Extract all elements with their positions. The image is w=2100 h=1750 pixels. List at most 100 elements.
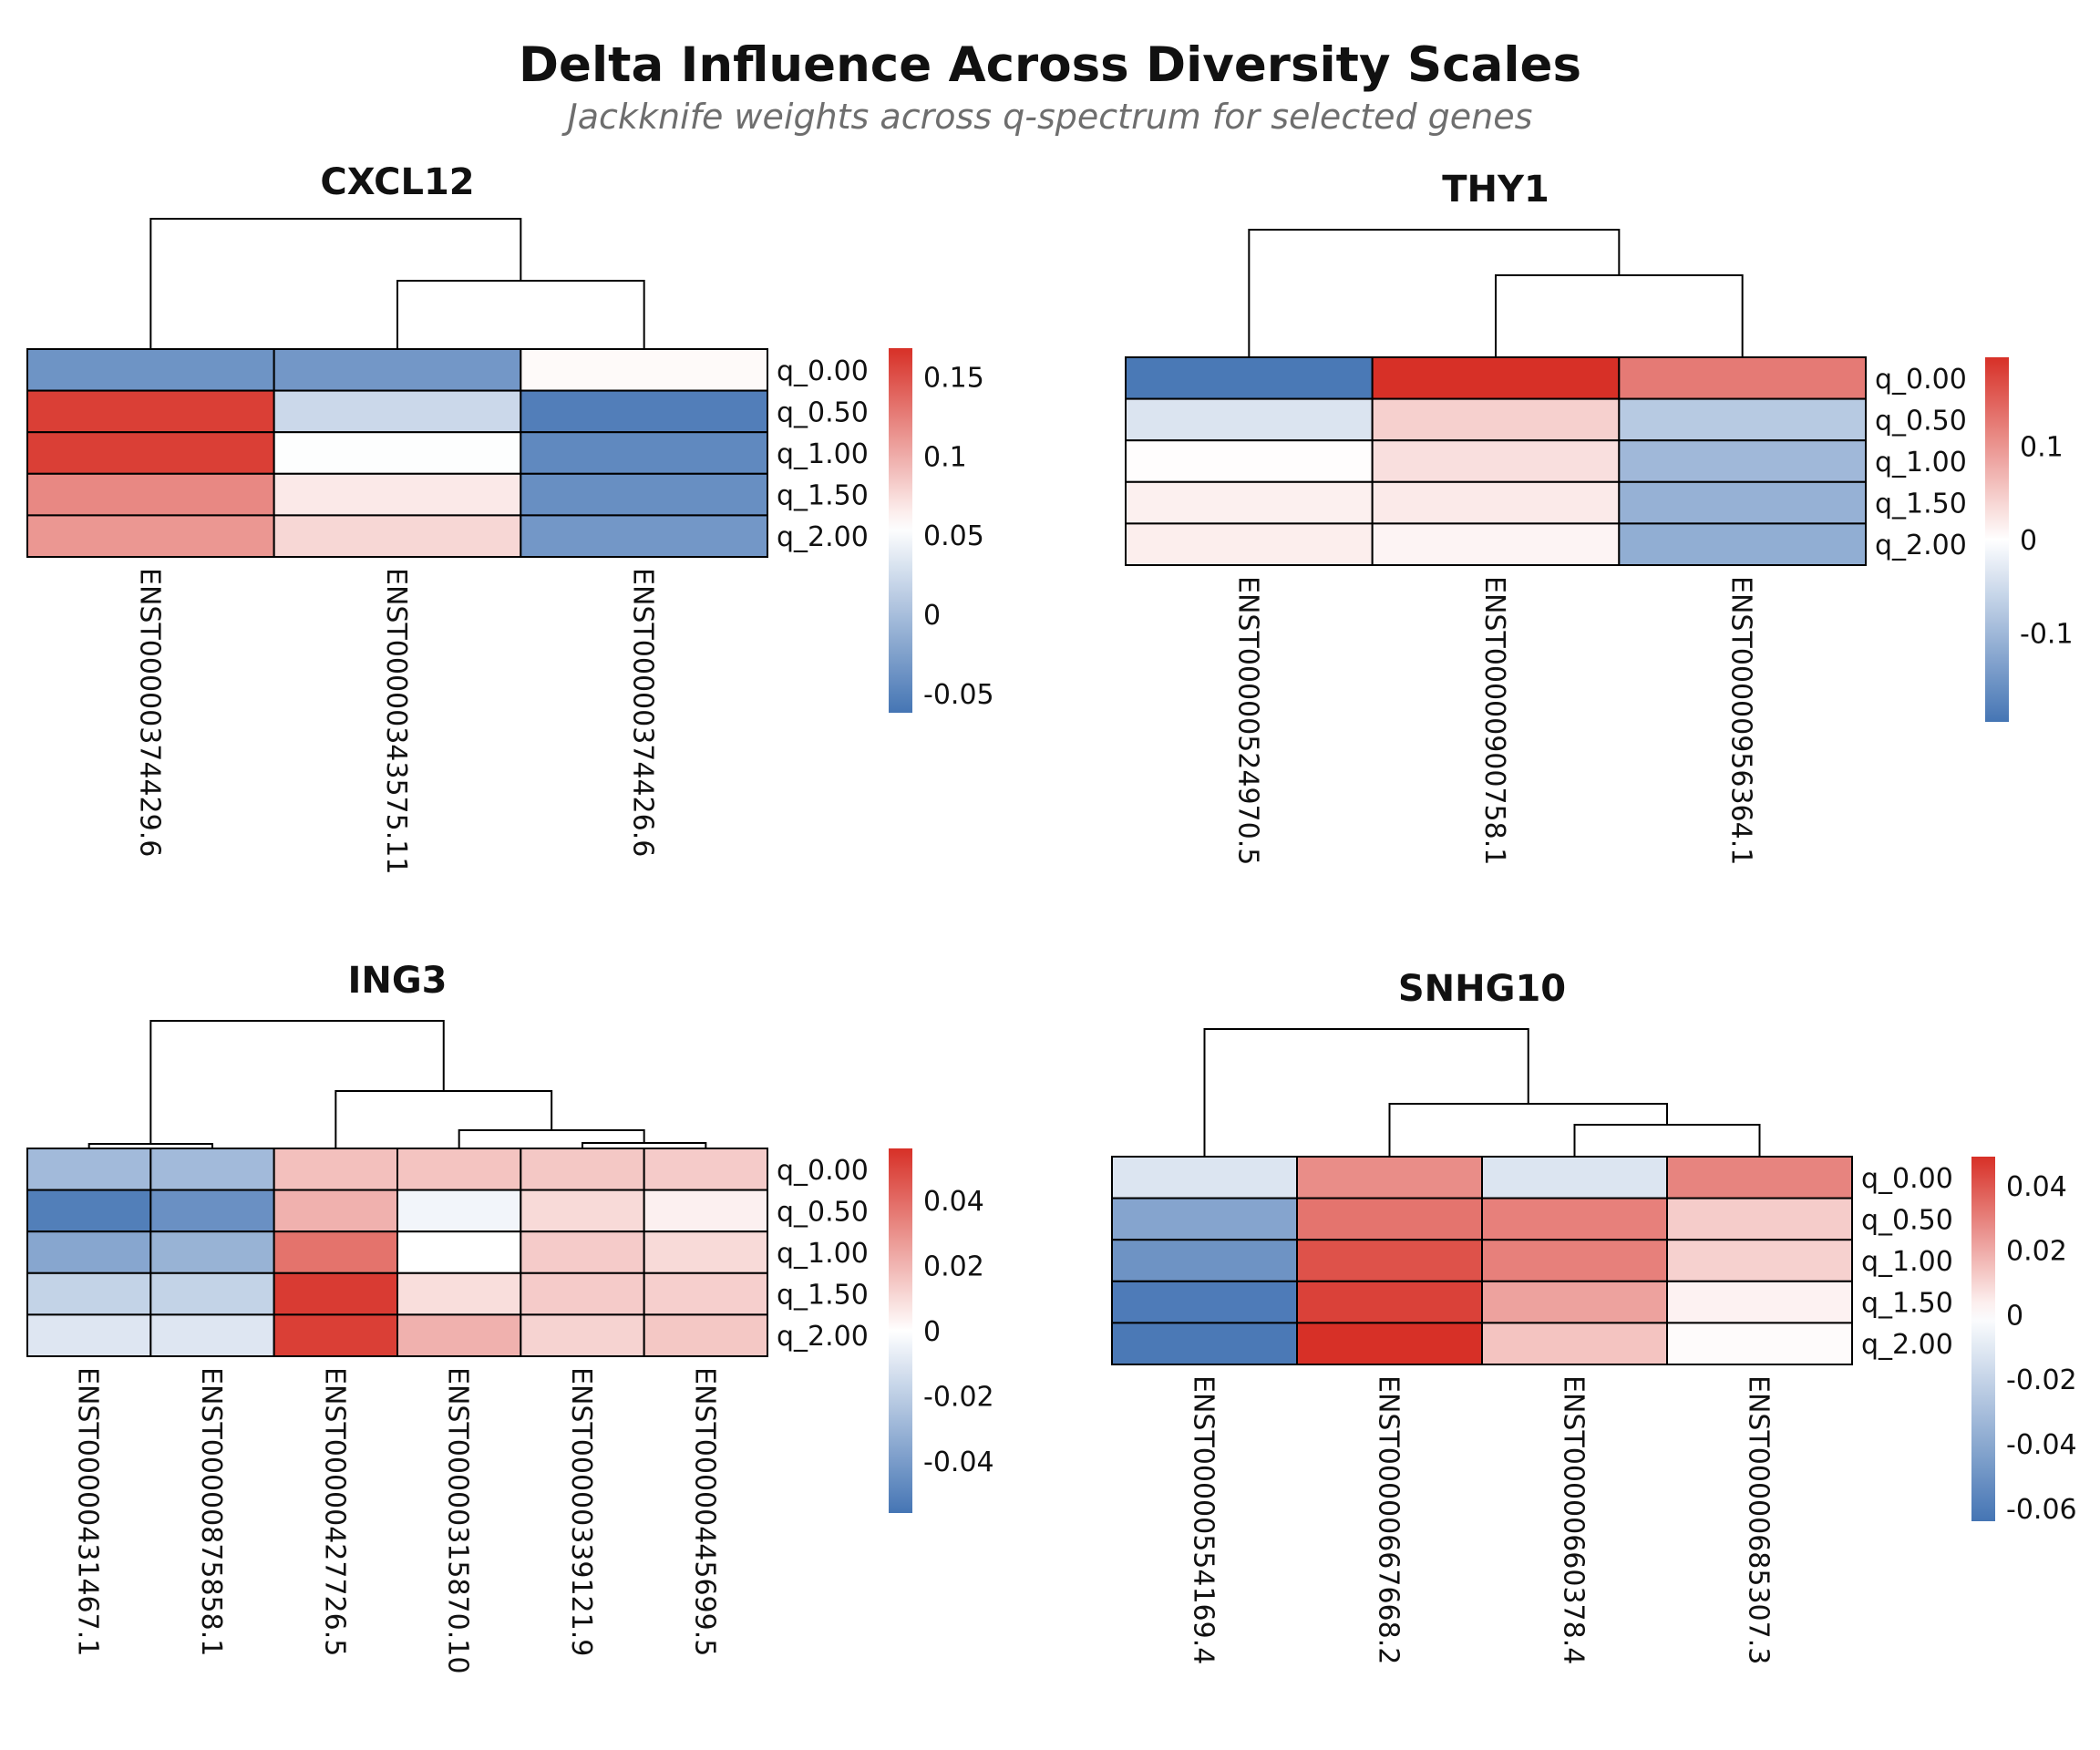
row-label: q_1.50: [1875, 489, 1967, 520]
row-label: q_0.00: [777, 355, 869, 387]
colorbar-tick-label: 0.05: [923, 520, 984, 552]
colorbar-tick-label: -0.06: [2006, 1494, 2077, 1526]
panel-title: SNHG10: [1398, 968, 1566, 1010]
column-label: ENST00000427726.5: [318, 1367, 350, 1656]
dendrogram-branch: [1573, 1124, 1761, 1157]
row-label: q_0.00: [1875, 364, 1967, 396]
colorbar-tick-label: -0.02: [923, 1381, 994, 1413]
column-label: ENST00000374426.6: [627, 568, 659, 857]
column-label: ENST00000524970.5: [1231, 576, 1263, 865]
row-label: q_1.50: [777, 480, 869, 512]
row-label: q_1.00: [1861, 1246, 1953, 1278]
panel-title: ING3: [347, 960, 447, 1002]
heatmap-cell: [149, 1230, 275, 1274]
panel-title: CXCL12: [320, 161, 474, 203]
heatmap-cell: [1111, 1197, 1298, 1241]
heatmap-cell: [396, 1230, 522, 1274]
heatmap-cell: [1296, 1239, 1483, 1282]
colorbar: [1985, 357, 2009, 722]
colorbar-tick-label: 0.15: [923, 362, 984, 394]
heatmap-cell: [1296, 1197, 1483, 1241]
colorbar-tick-label: 0.1: [2020, 431, 2064, 463]
heatmap-cell: [520, 472, 768, 517]
heatmap-cell: [26, 1271, 152, 1316]
heatmap-cell: [643, 1313, 769, 1358]
heatmap-cell: [26, 348, 275, 392]
heatmap-cell: [1481, 1156, 1668, 1199]
column-label: ENST00000660378.4: [1558, 1375, 1590, 1664]
row-label: q_2.00: [777, 1321, 869, 1353]
heatmap-cell: [149, 1313, 275, 1358]
heatmap-panel-ing3: ING3 q_0.00 q_0.50 q_1.00 q_1.50 q_2.00 ENST00…: [26, 960, 994, 1673]
heatmap-cell: [26, 1148, 152, 1191]
colorbar-tick-label: -0.02: [2006, 1364, 2077, 1396]
row-label: q_1.50: [777, 1280, 869, 1312]
dendrogram-branch: [149, 218, 522, 349]
panel-title: THY1: [1442, 169, 1549, 211]
heatmap-panel-thy1: THY1 q_0.00 q_0.50 q_1.00 q_1.50 q_2.00 ENST00…: [1125, 169, 2074, 865]
colorbar-tick-label: 0.04: [923, 1186, 984, 1218]
colorbar-tick-label: 0: [923, 1316, 941, 1348]
heatmap-cell: [520, 514, 768, 559]
heatmap-cell: [1125, 439, 1374, 483]
heatmap-cell: [26, 1230, 152, 1274]
heatmap-cell: [1111, 1280, 1298, 1324]
chart-subtitle: Jackknife weights across q-spectrum for …: [567, 97, 1533, 137]
heatmap-cell: [396, 1313, 522, 1358]
colorbar-tick-label: 0: [2006, 1300, 2023, 1332]
heatmap-cell: [273, 514, 522, 559]
heatmap-cell: [273, 472, 522, 517]
colorbar-tick-label: -0.05: [923, 679, 994, 711]
heatmap-cell: [520, 348, 768, 392]
heatmap-cell: [643, 1271, 769, 1316]
heatmap-cell: [520, 1230, 645, 1274]
column-label: ENST00000554169.4: [1188, 1375, 1220, 1664]
row-label: q_1.50: [1861, 1288, 1953, 1320]
heatmap-cell: [1666, 1197, 1853, 1241]
heatmap-cell: [1371, 397, 1621, 442]
row-label: q_1.00: [777, 1238, 869, 1270]
dendrogram-branch: [149, 1020, 445, 1144]
heatmap-cell: [273, 1271, 398, 1316]
column-label: ENST00000374429.6: [133, 568, 165, 857]
heatmap-cell: [26, 514, 275, 559]
colorbar-tick-label: -0.04: [2006, 1429, 2077, 1461]
heatmap-cell: [149, 1189, 275, 1233]
heatmap-cell: [273, 431, 522, 475]
heatmap-cell: [520, 1313, 645, 1358]
heatmap-cell: [1666, 1239, 1853, 1282]
heatmap-cell: [643, 1148, 769, 1191]
column-label: ENST00000667668.2: [1373, 1375, 1405, 1664]
heatmap-cell: [1481, 1280, 1668, 1324]
heatmap-cell: [1481, 1197, 1668, 1241]
column-label: ENST00000685307.3: [1743, 1375, 1775, 1664]
colorbar-tick-label: 0.1: [923, 441, 967, 473]
heatmap-panel-cxcl12: CXCL12 q_0.00 q_0.50 q_1.00 q_1.50 q_2.00 ENST…: [26, 161, 994, 874]
heatmap-cell: [1371, 356, 1621, 400]
column-label: ENST00000900758.1: [1478, 576, 1510, 865]
row-label: q_2.00: [1875, 530, 1967, 561]
heatmap-cell: [520, 389, 768, 434]
dendrogram-branch: [335, 1090, 553, 1148]
column-label: ENST00000431467.1: [72, 1367, 104, 1656]
row-label: q_0.50: [777, 396, 869, 428]
heatmap-cell: [643, 1230, 769, 1274]
heatmap-cell: [1666, 1156, 1853, 1199]
heatmap-cell: [1666, 1322, 1853, 1366]
heatmap-cell: [1296, 1322, 1483, 1366]
dendrogram-branch: [1495, 274, 1744, 357]
column-label: ENST00000956364.1: [1725, 576, 1757, 865]
heatmap-cell: [1481, 1322, 1668, 1366]
column-label: ENST00000339121.9: [565, 1367, 597, 1656]
dendrogram-branch: [396, 280, 645, 349]
heatmap-cell: [1666, 1280, 1853, 1324]
chart-title: Delta Influence Across Diversity Scales: [519, 37, 1581, 93]
heatmap-cell: [1618, 397, 1868, 442]
heatmap-panel-snhg10: SNHG10 q_0.00 q_0.50 q_1.00 q_1.50 q_2.00 ENST…: [1111, 968, 2077, 1664]
colorbar: [889, 348, 912, 713]
heatmap-cell: [1125, 522, 1374, 567]
dendrogram-branch: [458, 1129, 645, 1148]
heatmap-cell: [1125, 480, 1374, 525]
heatmap-cell: [396, 1148, 522, 1191]
